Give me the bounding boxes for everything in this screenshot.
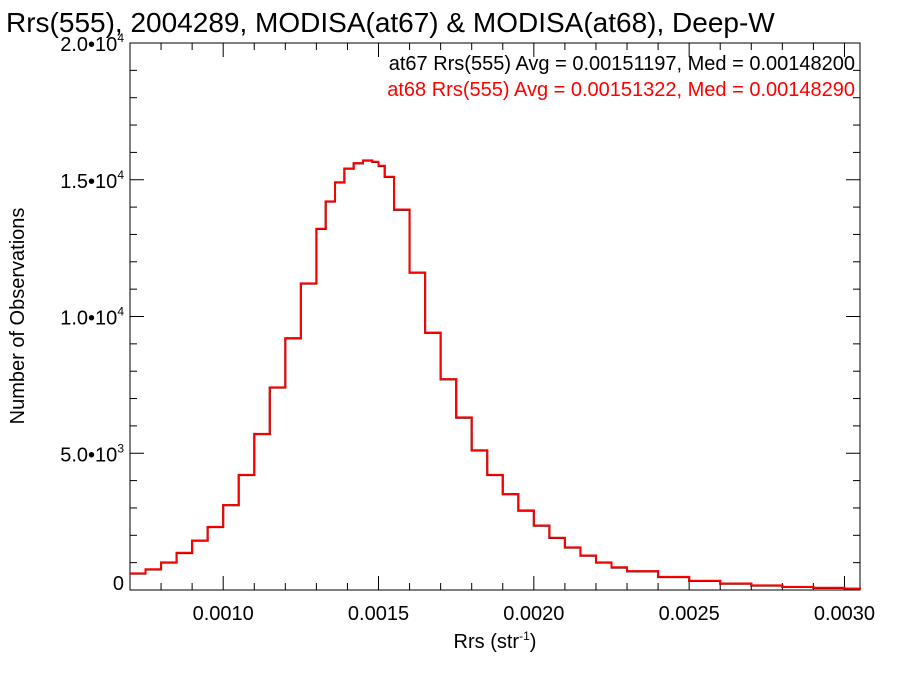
y-tick-exponent: 3: [117, 441, 124, 455]
y-tick-exponent: 4: [117, 31, 124, 45]
x-tick-label: 0.0010: [193, 603, 254, 625]
y-tick-label: 1.5•104: [60, 168, 124, 193]
series-layer: [130, 159, 861, 590]
x-tick-label: 0.0020: [503, 603, 564, 625]
plot-frame: [129, 42, 861, 591]
y-tick-mantissa: 5.0•10: [60, 444, 117, 466]
y-axis-label: Number of Observations: [7, 208, 29, 425]
y-tick-exponent: 4: [117, 305, 124, 319]
x-tick-label: 0.0015: [348, 603, 409, 625]
series-line-at67: [130, 159, 861, 590]
chart-title: Rrs(555), 2004289, MODISA(at67) & MODISA…: [6, 7, 775, 38]
x-axis: 0.0010 0.0015 0.0020 0.0025 0.0030: [129, 43, 875, 625]
y-tick-mantissa: 1.0•10: [60, 308, 117, 330]
y-tick-label: 5.0•103: [60, 441, 124, 466]
legend-entry-at68: at68 Rrs(555) Avg = 0.00151322, Med = 0.…: [387, 79, 855, 101]
y-tick-label: 1.0•104: [60, 305, 124, 330]
legend-entry-at67: at67 Rrs(555) Avg = 0.00151197, Med = 0.…: [389, 53, 855, 75]
y-tick-label: 0: [113, 573, 124, 595]
y-tick-mantissa: 2.0•10: [60, 34, 117, 56]
series-line-at68: [130, 159, 861, 590]
y-tick-label: 2.0•104: [60, 31, 124, 56]
x-tick-label: 0.0030: [814, 603, 875, 625]
x-tick-label: 0.0025: [659, 603, 720, 625]
x-axis-label: Rrs (str-1): [454, 629, 537, 653]
y-tick-mantissa: 1.5•10: [60, 171, 117, 193]
y-tick-exponent: 4: [117, 168, 124, 182]
